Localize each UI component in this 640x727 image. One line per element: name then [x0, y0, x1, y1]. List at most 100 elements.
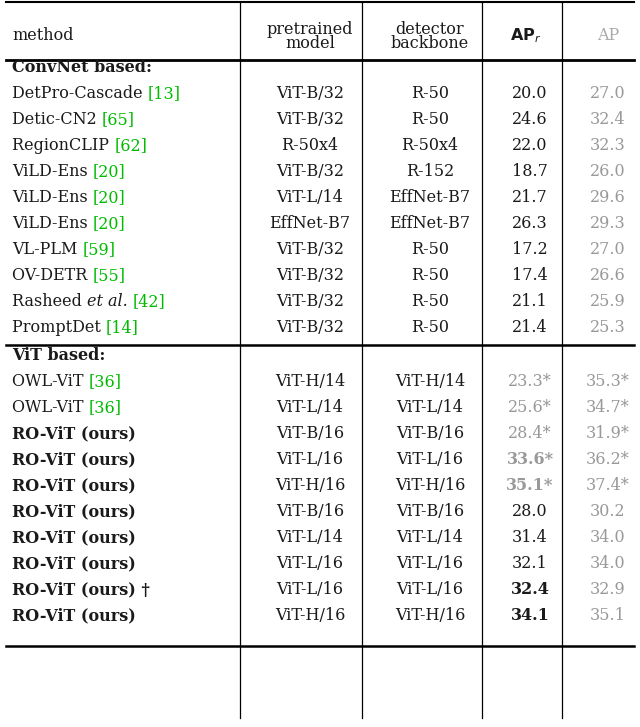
Text: ViT-H/16: ViT-H/16 [395, 608, 465, 624]
Text: detector: detector [396, 20, 464, 38]
Text: pretrained: pretrained [267, 20, 353, 38]
Text: [65]: [65] [102, 111, 135, 129]
Text: 37.4*: 37.4* [586, 478, 630, 494]
Text: 32.9: 32.9 [590, 582, 626, 598]
Text: 22.0: 22.0 [512, 137, 548, 155]
Text: et al.: et al. [87, 294, 128, 310]
Text: 34.0: 34.0 [590, 529, 626, 547]
Text: RO-ViT (ours): RO-ViT (ours) [12, 478, 136, 494]
Text: ViT-H/14: ViT-H/14 [395, 374, 465, 390]
Text: [59]: [59] [83, 241, 115, 259]
Text: EffNet-B7: EffNet-B7 [269, 215, 351, 233]
Text: ViT-B/16: ViT-B/16 [276, 425, 344, 443]
Text: 32.4: 32.4 [590, 111, 626, 129]
Text: RO-ViT (ours): RO-ViT (ours) [12, 425, 136, 443]
Text: AP: AP [597, 28, 619, 44]
Text: RO-ViT (ours): RO-ViT (ours) [12, 555, 136, 572]
Text: ViT-B/16: ViT-B/16 [396, 504, 464, 521]
Text: 25.6*: 25.6* [508, 400, 552, 417]
Text: 32.1: 32.1 [512, 555, 548, 572]
Text: R-50: R-50 [411, 319, 449, 337]
Text: 29.6: 29.6 [590, 190, 626, 206]
Text: 35.1: 35.1 [590, 608, 626, 624]
Text: 35.1*: 35.1* [506, 478, 554, 494]
Text: 17.2: 17.2 [512, 241, 548, 259]
Text: RegionCLIP: RegionCLIP [12, 137, 114, 155]
Text: 18.7: 18.7 [512, 164, 548, 180]
Text: 33.6*: 33.6* [506, 451, 554, 468]
Text: R-50: R-50 [411, 294, 449, 310]
Text: ViT-L/14: ViT-L/14 [397, 400, 463, 417]
Text: ViT-H/14: ViT-H/14 [275, 374, 345, 390]
Text: R-50: R-50 [411, 268, 449, 284]
Text: 25.9: 25.9 [590, 294, 626, 310]
Text: ConvNet based:: ConvNet based: [12, 60, 152, 76]
Text: OWL-ViT: OWL-ViT [12, 400, 88, 417]
Text: ViT-B/32: ViT-B/32 [276, 111, 344, 129]
Text: 24.6: 24.6 [512, 111, 548, 129]
Text: ViLD-Ens: ViLD-Ens [12, 164, 93, 180]
Text: OV-DETR: OV-DETR [12, 268, 93, 284]
Text: ViT-B/32: ViT-B/32 [276, 319, 344, 337]
Text: ViT-B/16: ViT-B/16 [396, 425, 464, 443]
Text: 21.7: 21.7 [512, 190, 548, 206]
Text: 21.1: 21.1 [512, 294, 548, 310]
Text: [14]: [14] [106, 319, 139, 337]
Text: $\mathbf{AP}$$_r$: $\mathbf{AP}$$_r$ [510, 27, 541, 45]
Text: ViLD-Ens: ViLD-Ens [12, 215, 93, 233]
Text: ViT-L/16: ViT-L/16 [397, 582, 463, 598]
Text: EffNet-B7: EffNet-B7 [389, 215, 470, 233]
Text: [36]: [36] [88, 400, 122, 417]
Text: R-50x4: R-50x4 [282, 137, 339, 155]
Text: RO-ViT (ours): RO-ViT (ours) [12, 451, 136, 468]
Text: method: method [12, 28, 74, 44]
Text: R-50: R-50 [411, 86, 449, 103]
Text: 23.3*: 23.3* [508, 374, 552, 390]
Text: 29.3: 29.3 [590, 215, 626, 233]
Text: [20]: [20] [93, 190, 125, 206]
Text: ViT-H/16: ViT-H/16 [395, 478, 465, 494]
Text: ViT-L/16: ViT-L/16 [276, 451, 344, 468]
Text: ViT-L/16: ViT-L/16 [276, 555, 344, 572]
Text: ViT-H/16: ViT-H/16 [275, 608, 345, 624]
Text: 21.4: 21.4 [512, 319, 548, 337]
Text: ViT-L/14: ViT-L/14 [276, 529, 344, 547]
Text: ViLD-Ens: ViLD-Ens [12, 190, 93, 206]
Text: 28.0: 28.0 [512, 504, 548, 521]
Text: RO-ViT (ours): RO-ViT (ours) [12, 529, 136, 547]
Text: 34.7*: 34.7* [586, 400, 630, 417]
Text: 31.4: 31.4 [512, 529, 548, 547]
Text: 30.2: 30.2 [590, 504, 626, 521]
Text: RO-ViT (ours) †: RO-ViT (ours) † [12, 582, 150, 598]
Text: 26.0: 26.0 [590, 164, 626, 180]
Text: 32.4: 32.4 [511, 582, 549, 598]
Text: ViT-H/16: ViT-H/16 [275, 478, 345, 494]
Text: ViT-B/16: ViT-B/16 [276, 504, 344, 521]
Text: model: model [285, 34, 335, 52]
Text: 28.4*: 28.4* [508, 425, 552, 443]
Text: ViT-B/32: ViT-B/32 [276, 268, 344, 284]
Text: backbone: backbone [391, 34, 469, 52]
Text: 34.0: 34.0 [590, 555, 626, 572]
Text: 17.4: 17.4 [512, 268, 548, 284]
Text: ViT-L/14: ViT-L/14 [276, 400, 344, 417]
Text: RO-ViT (ours): RO-ViT (ours) [12, 608, 136, 624]
Text: ViT-B/32: ViT-B/32 [276, 164, 344, 180]
Text: R-152: R-152 [406, 164, 454, 180]
Text: 34.1: 34.1 [511, 608, 549, 624]
Text: R-50: R-50 [411, 111, 449, 129]
Text: OWL-ViT: OWL-ViT [12, 374, 88, 390]
Text: ViT-L/14: ViT-L/14 [397, 529, 463, 547]
Text: 31.9*: 31.9* [586, 425, 630, 443]
Text: 26.3: 26.3 [512, 215, 548, 233]
Text: 25.3: 25.3 [590, 319, 626, 337]
Text: 27.0: 27.0 [590, 86, 626, 103]
Text: [42]: [42] [133, 294, 166, 310]
Text: 20.0: 20.0 [512, 86, 548, 103]
Text: Rasheed: Rasheed [12, 294, 87, 310]
Text: ViT-B/32: ViT-B/32 [276, 294, 344, 310]
Text: EffNet-B7: EffNet-B7 [389, 190, 470, 206]
Text: ViT-L/16: ViT-L/16 [276, 582, 344, 598]
Text: [20]: [20] [93, 215, 125, 233]
Text: VL-PLM: VL-PLM [12, 241, 83, 259]
